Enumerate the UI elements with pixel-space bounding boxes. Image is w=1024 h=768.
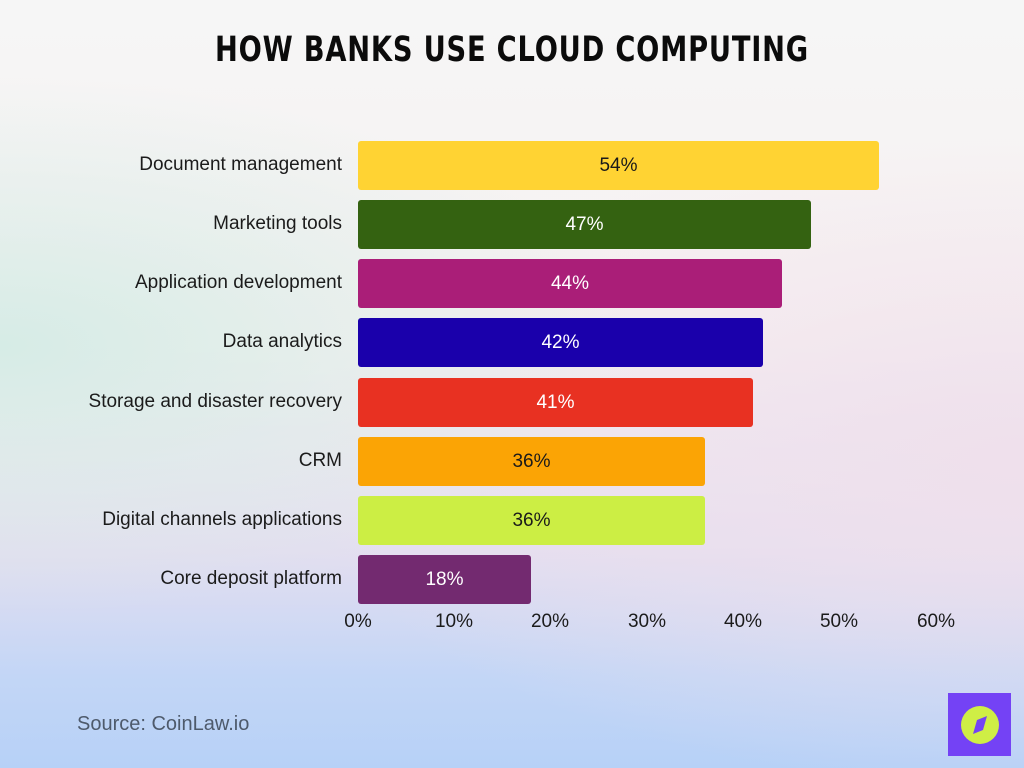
category-label: Application development (134, 272, 342, 293)
source-caption: Source: CoinLaw.io (77, 713, 250, 735)
x-tick-label: 10% (434, 611, 474, 632)
x-tick-label: 40% (723, 611, 763, 632)
x-tick-label: 50% (819, 611, 859, 632)
brand-logo (948, 693, 1011, 756)
bar-value-label: 47% (565, 213, 604, 235)
category-label: CRM (298, 450, 342, 471)
x-tick-label: 0% (344, 611, 372, 632)
category-label: Data analytics (222, 331, 342, 352)
category-label: Core deposit platform (160, 568, 342, 589)
category-label: Document management (139, 154, 342, 175)
bar-value-label: 42% (541, 331, 580, 353)
bar-value-label: 41% (536, 391, 575, 413)
category-label: Storage and disaster recovery (88, 391, 342, 412)
compass-icon (960, 705, 999, 744)
x-tick-label: 60% (916, 611, 956, 632)
bar-value-label: 44% (550, 272, 590, 294)
bar-digital-channels-applications: 36% (358, 496, 705, 545)
bar-application-development: 44% (358, 259, 782, 308)
bar-value-label: 36% (512, 509, 551, 531)
bar-data-analytics: 42% (358, 318, 763, 367)
x-tick-label: 30% (627, 611, 667, 632)
bar-crm: 36% (358, 437, 705, 486)
category-label: Marketing tools (213, 213, 342, 234)
bar-value-label: 54% (599, 154, 638, 176)
bar-storage-disaster-recovery: 41% (358, 378, 753, 427)
bar-core-deposit-platform: 18% (358, 555, 531, 604)
bar-marketing-tools: 47% (358, 200, 811, 249)
bar-value-label: 36% (512, 450, 551, 472)
chart-title: How Banks Use Cloud Computing (214, 30, 809, 70)
bar-document-management: 54% (358, 141, 879, 190)
x-tick-label: 20% (530, 611, 570, 632)
bar-value-label: 18% (425, 568, 464, 590)
category-label: Digital channels applications (102, 509, 342, 530)
